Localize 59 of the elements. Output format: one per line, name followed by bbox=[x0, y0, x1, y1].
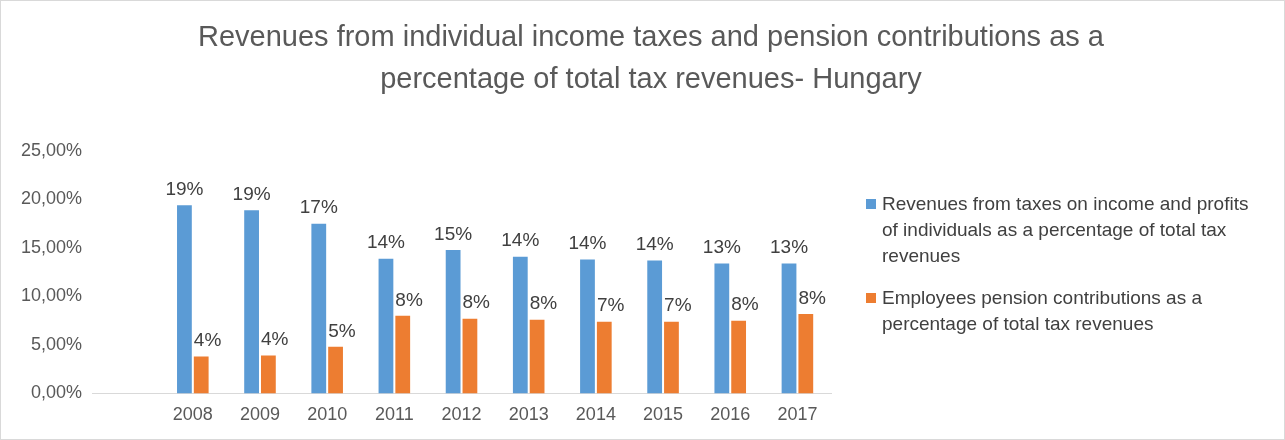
data-label: 19% bbox=[232, 182, 271, 204]
data-label: 4% bbox=[261, 328, 289, 350]
y-tick-label: 20,00% bbox=[20, 188, 83, 209]
bar bbox=[512, 256, 528, 394]
data-label: 8% bbox=[731, 293, 759, 315]
data-label: 8% bbox=[529, 292, 558, 314]
data-label: 19% bbox=[165, 178, 204, 200]
data-label: 15% bbox=[434, 222, 473, 244]
bar bbox=[462, 318, 478, 394]
bar bbox=[445, 249, 461, 394]
x-tick-label: 2010 bbox=[307, 404, 348, 425]
x-tick-label: 2015 bbox=[643, 404, 684, 425]
chart-title: Revenues from individual income taxes and pension contributions as a percentage of total tax revenues- Hungary bbox=[197, 19, 1105, 96]
bar bbox=[395, 315, 411, 394]
data-label: 7% bbox=[664, 294, 692, 316]
bar bbox=[311, 223, 327, 394]
y-tick-label: 15,00% bbox=[20, 236, 83, 257]
data-label: 8% bbox=[395, 288, 423, 310]
data-label: 7% bbox=[596, 294, 625, 316]
x-tick-label: 2017 bbox=[777, 404, 818, 425]
bar bbox=[781, 263, 797, 394]
data-label: 14% bbox=[366, 231, 406, 253]
legend-label: Revenues from taxes on income and profits of individuals as a percentage of total tax revenues bbox=[882, 192, 1250, 268]
bar bbox=[261, 355, 276, 394]
x-tick-label: 2008 bbox=[172, 404, 213, 425]
bar bbox=[177, 205, 192, 394]
bar bbox=[529, 319, 545, 394]
bar bbox=[714, 263, 730, 394]
data-label: 8% bbox=[462, 291, 491, 313]
bar bbox=[798, 313, 814, 394]
y-tick-label: 25,00% bbox=[20, 139, 83, 160]
data-label: 4% bbox=[193, 329, 222, 351]
data-label: 5% bbox=[328, 319, 356, 341]
data-label: 13% bbox=[770, 236, 809, 258]
data-label: 13% bbox=[702, 236, 741, 258]
data-label: 14% bbox=[568, 232, 607, 254]
bar bbox=[580, 259, 595, 394]
x-tick-label: 2014 bbox=[575, 404, 616, 425]
y-tick-label: 0,00% bbox=[31, 382, 83, 403]
data-label: 14% bbox=[635, 233, 674, 255]
bar bbox=[664, 321, 679, 394]
x-tick-label: 2009 bbox=[239, 404, 281, 425]
legend-label: Employees pension contributions as a percentage of total tax revenues bbox=[882, 286, 1204, 336]
y-tick-label: 10,00% bbox=[20, 285, 83, 306]
bar bbox=[328, 346, 343, 394]
bar bbox=[596, 321, 612, 394]
x-tick-label: 2013 bbox=[508, 404, 549, 425]
y-tick-label: 5,00% bbox=[31, 333, 83, 354]
bar bbox=[731, 320, 747, 394]
x-tick-label: 2012 bbox=[441, 404, 482, 425]
data-label: 14% bbox=[501, 229, 540, 251]
bar bbox=[244, 210, 259, 394]
bar bbox=[193, 356, 209, 394]
x-tick-label: 2016 bbox=[710, 404, 751, 425]
data-label: 17% bbox=[299, 196, 338, 218]
bar bbox=[378, 258, 394, 394]
bar bbox=[647, 260, 663, 394]
x-tick-label: 2011 bbox=[374, 404, 414, 425]
data-label: 8% bbox=[798, 286, 826, 308]
